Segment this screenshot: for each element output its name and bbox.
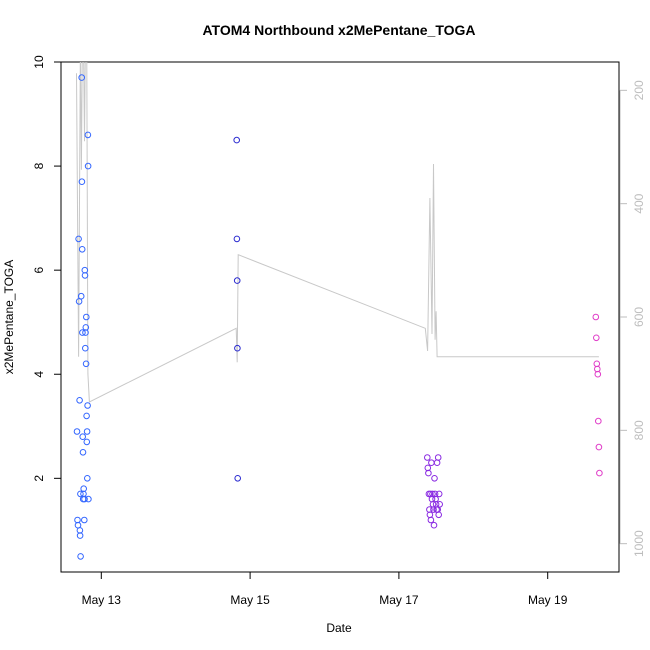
data-point xyxy=(84,402,91,409)
data-point xyxy=(234,475,241,482)
y2-tick-label: 1000 xyxy=(632,530,646,557)
data-point xyxy=(430,506,437,513)
y2-tick-label: 600 xyxy=(632,307,646,327)
data-point xyxy=(77,490,84,498)
y2-tick-label: 400 xyxy=(632,193,646,213)
data-point xyxy=(595,417,602,425)
data-points-layer xyxy=(73,74,603,560)
x-tick-label: May 17 xyxy=(379,593,419,607)
data-point xyxy=(76,532,84,539)
data-point xyxy=(79,433,86,441)
data-point xyxy=(84,162,92,170)
chart-title: ATOM4 Northbound x2MePentane_TOGA xyxy=(202,22,475,38)
x-axis: May 13 May 15 May 17 May 19 xyxy=(82,572,568,607)
data-point xyxy=(435,490,443,498)
data-point xyxy=(81,495,88,503)
data-point xyxy=(424,454,431,461)
y-tick-label: 6 xyxy=(32,267,46,274)
data-point xyxy=(427,516,435,524)
y2-axis: 200 400 600 800 1000 xyxy=(619,80,646,557)
y-tick-label: 8 xyxy=(32,162,46,169)
data-point xyxy=(84,131,92,139)
data-point xyxy=(85,495,92,503)
data-point xyxy=(84,475,91,482)
data-point xyxy=(82,344,89,352)
data-point xyxy=(75,235,82,243)
data-point xyxy=(428,459,435,467)
data-point xyxy=(79,329,86,336)
data-point xyxy=(592,313,600,321)
data-point xyxy=(431,475,438,482)
data-point xyxy=(436,501,444,508)
data-point xyxy=(596,469,603,477)
data-point xyxy=(78,178,86,185)
data-point xyxy=(82,324,90,331)
data-point xyxy=(593,334,600,342)
data-point xyxy=(433,459,441,467)
y-tick-label: 4 xyxy=(32,371,46,378)
data-point xyxy=(233,277,241,284)
data-point xyxy=(233,136,240,144)
y-tick-label: 2 xyxy=(32,475,46,482)
x-tick-label: May 19 xyxy=(528,593,568,607)
x-tick-label: May 13 xyxy=(82,593,122,607)
data-point xyxy=(234,344,241,352)
data-point xyxy=(83,438,91,446)
data-point xyxy=(430,521,438,529)
data-point xyxy=(78,246,86,253)
y2-tick-label: 800 xyxy=(632,420,646,440)
altitude-line-layer xyxy=(76,62,599,403)
data-point xyxy=(83,412,90,420)
data-point xyxy=(73,428,81,435)
data-point xyxy=(81,272,89,279)
data-point xyxy=(81,516,88,524)
altitude-line xyxy=(76,62,599,403)
data-point xyxy=(434,454,442,461)
plot-frame xyxy=(60,61,620,573)
data-point xyxy=(425,469,432,477)
data-point xyxy=(595,443,603,451)
data-point xyxy=(429,490,436,498)
data-point xyxy=(594,370,602,378)
data-point xyxy=(233,235,241,243)
data-point xyxy=(83,313,90,321)
data-point xyxy=(76,397,83,404)
y-axis-label: x2MePentane_TOGA xyxy=(2,260,16,375)
data-point xyxy=(78,74,85,81)
y-tick-label: 10 xyxy=(32,55,46,69)
data-point xyxy=(80,485,87,493)
x-tick-label: May 15 xyxy=(230,593,270,607)
data-point xyxy=(79,449,87,456)
data-point xyxy=(77,292,85,300)
x-axis-label: Date xyxy=(326,621,352,635)
data-point xyxy=(77,553,84,560)
y2-tick-label: 200 xyxy=(632,80,646,100)
y-axis: 2 4 6 8 10 xyxy=(32,55,61,482)
data-point xyxy=(82,360,90,368)
data-point xyxy=(83,428,91,435)
data-point xyxy=(435,511,443,519)
